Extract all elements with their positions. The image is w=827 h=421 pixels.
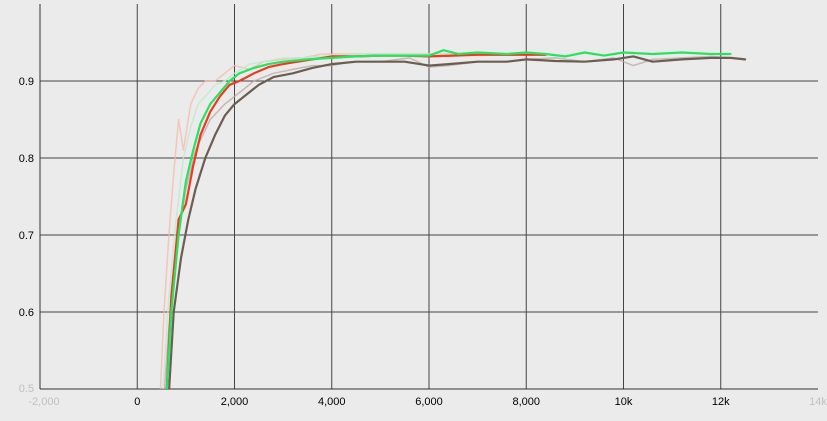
series-line-5 — [165, 53, 547, 389]
x-tick-label: 2,000 — [221, 396, 249, 408]
x-tick-label: 14k — [809, 396, 827, 408]
x-tick-label: 8,000 — [512, 396, 540, 408]
y-tick-label: 0.7 — [19, 230, 34, 242]
series-line-6 — [165, 49, 732, 389]
x-tick-label: -2,000 — [28, 396, 59, 408]
y-tick-label: 0.9 — [19, 76, 34, 88]
y-tick-label: 0.6 — [19, 307, 34, 319]
x-tick-label: 6,000 — [415, 396, 443, 408]
series-line-2 — [168, 55, 747, 389]
tick-labels: -2,000 0 2,000 4,000 6,000 8,000 10k 12k 14k 0.5 0… — [19, 76, 827, 408]
y-tick-label: 0.8 — [19, 153, 34, 165]
y-tick-label: 0.5 — [19, 383, 34, 395]
series-line-4 — [162, 53, 547, 389]
series-lines — [159, 49, 747, 389]
x-tick-label: 12k — [712, 396, 730, 408]
series-line-1 — [163, 55, 746, 389]
x-tick-label: 0 — [134, 396, 140, 408]
x-tick-label: 10k — [615, 396, 633, 408]
x-tick-label: 4,000 — [318, 396, 346, 408]
